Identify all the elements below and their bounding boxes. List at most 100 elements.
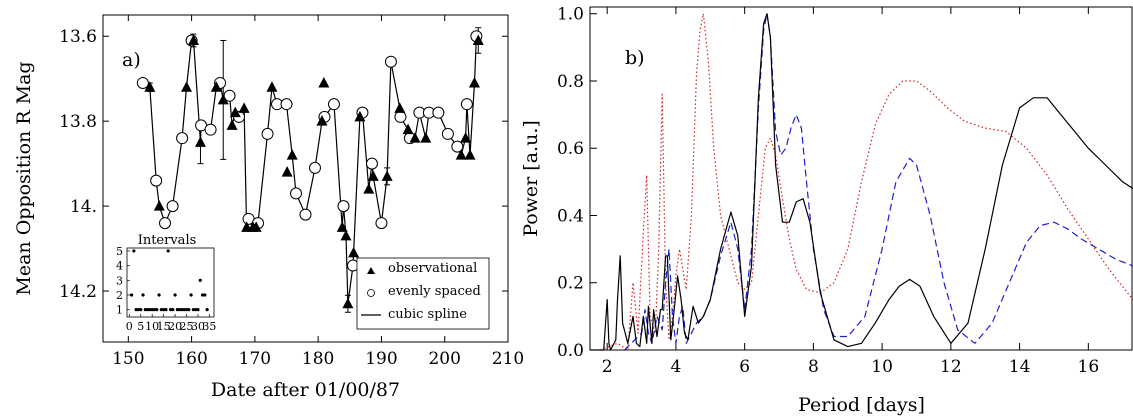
observational-point [153, 200, 165, 211]
evenly-spaced-point [375, 217, 388, 230]
inset-x-tick-label: 20 [168, 320, 182, 333]
observational-point [394, 102, 406, 113]
legend-label: cubic spline [388, 307, 467, 322]
inset-interval-point [155, 308, 159, 312]
inset-title: Intervals [138, 233, 197, 248]
x-tick-label: 12 [940, 357, 962, 377]
inset-interval-point [164, 308, 168, 312]
observational-point [420, 132, 432, 143]
legend-circle-marker [367, 289, 375, 297]
periodogram-dashed-line [623, 13, 1133, 351]
panel-label-a: a) [122, 49, 141, 71]
y-tick-label: 13.6 [59, 27, 97, 47]
evenly-spaced-point [365, 157, 378, 170]
observational-point [348, 246, 360, 258]
panel-a-light-curve: 150 160 170 180 190 200 21013.613.814.14.2Date… [13, 14, 524, 401]
observational-point [409, 132, 421, 143]
inset-interval-point [143, 308, 147, 312]
x-axis-label: Period [days] [798, 394, 925, 416]
plot-frame-a [102, 14, 509, 343]
evenly-spaced-point [441, 127, 454, 140]
inset-interval-point [187, 308, 191, 312]
inset-interval-point [159, 308, 163, 312]
observational-point [194, 136, 206, 147]
evenly-spaced-point [176, 132, 189, 145]
inset-interval-point [132, 249, 136, 253]
y-tick-label: 14. [70, 197, 97, 217]
evenly-spaced-point [150, 174, 163, 187]
panel-b-periodogram: 2 4 6 8 10 12 14 16 0.0 0.2 0.4 0.6 0.8 1.0 Period [da… [520, 5, 1133, 416]
inset-interval-point [139, 308, 143, 312]
inset-y-tick-label: 2 [116, 289, 123, 302]
evenly-spaced-point [299, 208, 312, 221]
inset-interval-point [150, 308, 154, 312]
inset-x-tick-label: 30 [191, 320, 205, 333]
inset-x-tick-label: 15 [157, 320, 171, 333]
observational-point [210, 81, 222, 92]
observational-point [354, 110, 366, 122]
inset-interval-point [157, 293, 161, 297]
observational-point [336, 221, 348, 232]
inset-y-tick-label: 5 [116, 245, 123, 258]
inset-y-tick-label: 4 [116, 260, 123, 273]
x-tick-label: 200 [428, 349, 460, 369]
x-tick-label: 6 [739, 357, 750, 377]
observational-point [472, 34, 484, 45]
observational-point [281, 166, 293, 177]
observational-point [181, 81, 193, 92]
inset-interval-point [196, 308, 200, 312]
evenly-spaced-point [394, 110, 407, 123]
y-tick-label: 14.2 [59, 282, 97, 302]
x-tick-label: 150 [112, 349, 144, 369]
observational-point [217, 93, 229, 105]
inset-interval-point [203, 293, 207, 297]
observational-point [367, 170, 379, 181]
y-tick-label: 13.8 [59, 112, 97, 132]
evenly-spaced-point [460, 98, 473, 111]
inset-interval-point [136, 308, 141, 312]
observational-point [363, 183, 375, 194]
inset-interval-point [148, 308, 152, 312]
observational-point [144, 81, 156, 92]
inset-interval-point [200, 293, 205, 297]
x-tick-label: 190 [365, 349, 397, 369]
observational-point [318, 76, 330, 88]
observational-point [250, 221, 262, 232]
x-tick-label: 210 [492, 349, 524, 369]
evenly-spaced-point [136, 76, 149, 89]
evenly-spaced-point [327, 98, 340, 111]
x-tick-label: 16 [1078, 357, 1100, 377]
observational-point [381, 170, 393, 181]
evenly-spaced-point [384, 55, 397, 68]
observational-point [229, 106, 241, 118]
inset-interval-point [205, 308, 209, 312]
observational-point [266, 81, 278, 92]
evenly-spaced-point [290, 187, 303, 200]
evenly-spaced-point [432, 106, 445, 119]
inset-x-tick-label: 10 [145, 320, 159, 333]
inset-interval-point [184, 308, 189, 312]
inset-interval-point [152, 308, 157, 312]
x-tick-label: 160 [175, 349, 207, 369]
inset-interval-point [180, 308, 184, 312]
legend-label: observational [388, 261, 477, 276]
evenly-spaced-point [204, 123, 217, 136]
periodogram-solid-line [590, 13, 1133, 351]
evenly-spaced-point [280, 98, 293, 111]
inset-interval-point [189, 293, 193, 297]
inset-y-tick-label: 1 [116, 304, 123, 317]
y-tick-label: 0.6 [557, 139, 584, 159]
inset-interval-point [198, 278, 202, 282]
x-tick-label: 8 [808, 357, 819, 377]
observational-point [340, 229, 352, 241]
inset-interval-point [173, 293, 177, 297]
inset-x-tick-label: 0 [126, 320, 133, 333]
observational-point [460, 132, 472, 143]
observational-point [342, 297, 354, 309]
inset-x-tick-label: 5 [137, 320, 144, 333]
y-tick-label: 0.0 [557, 341, 584, 361]
y-tick-label: 0.2 [557, 274, 584, 294]
observational-point [187, 34, 199, 45]
inset-interval-point [182, 308, 186, 312]
